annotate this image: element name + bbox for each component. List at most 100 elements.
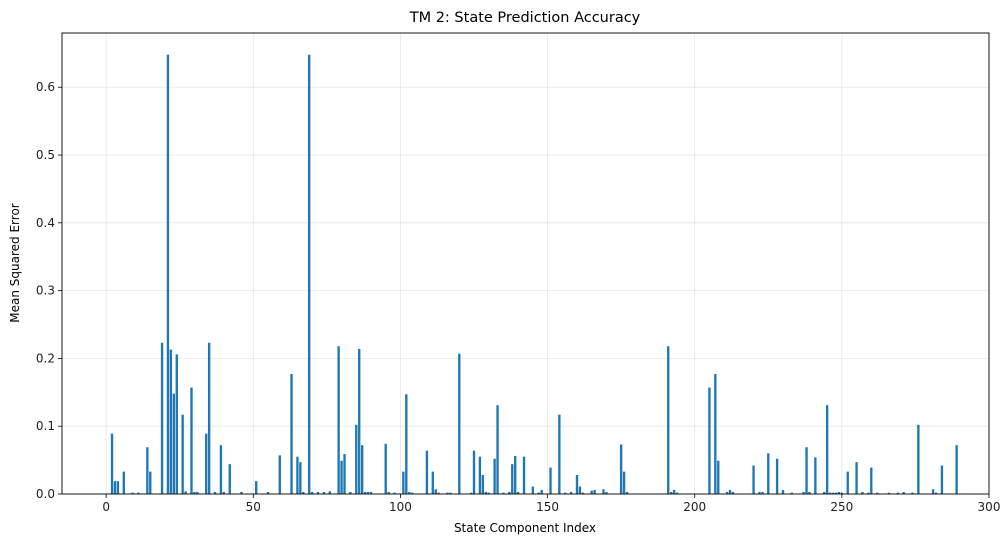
bar [622,471,626,494]
bar [207,342,211,494]
bar [278,455,281,494]
bar [458,353,461,494]
x-axis-title: State Component Index [454,521,596,535]
bar [870,467,873,494]
bar [213,491,217,494]
bar [369,491,373,494]
bar [911,492,914,494]
bar [181,414,184,494]
bar [825,405,829,494]
bar [402,471,405,494]
bar [110,433,114,494]
bar [667,346,670,494]
bar [484,491,487,494]
bars [110,54,958,494]
bar [411,492,414,494]
bar [222,491,226,494]
bar [887,492,891,494]
bar [767,453,770,494]
bar [605,491,608,494]
bar [205,433,208,494]
bar [266,491,270,494]
bar [175,354,178,494]
bar [472,450,476,494]
bar [437,492,440,494]
bar [752,465,755,494]
bar [931,489,935,494]
bar [172,393,176,494]
bar [575,475,579,494]
bar [487,492,490,494]
bar [593,489,596,494]
bar [672,489,676,494]
bar [316,491,320,494]
bar [540,489,543,494]
bar [578,486,582,494]
bar [193,491,196,494]
bar [955,445,958,494]
y-tick-label: 0.1 [36,419,55,433]
bar [160,342,164,494]
bar [322,491,326,494]
bar [113,481,117,494]
bar [581,492,585,494]
bar [296,456,299,494]
bar [469,492,473,494]
bar [502,492,505,494]
bar [190,387,193,494]
bar [302,491,305,494]
bar [149,471,152,494]
bar [805,447,808,494]
bar [775,458,779,494]
y-tick-label: 0.4 [36,216,55,230]
bar [393,492,396,494]
bar [337,346,340,494]
bar [758,491,761,494]
y-axis-title: Mean Squared Error [8,203,22,323]
bar [781,489,785,494]
bar [137,492,140,494]
y-tick-label: 0.0 [36,487,55,501]
bar [917,424,920,494]
bar [731,491,735,494]
x-tick-label: 0 [102,500,110,514]
bar [310,491,314,494]
plot-frame [61,32,990,495]
bar [669,491,673,494]
bar [358,348,361,494]
bar [478,456,482,494]
bar [496,405,499,494]
y-tick-label: 0.2 [36,351,55,365]
bar [363,491,367,494]
bar [708,387,711,494]
bar [240,491,243,494]
bar [228,464,231,494]
x-axis: 0 50 100 150 200 250 300 [102,494,1000,514]
bar [328,491,331,494]
bar [717,460,720,494]
bar [299,462,302,494]
bar [761,491,764,494]
bar [349,491,352,494]
chart-title: TM 2: State Prediction Accuracy [409,10,641,26]
bar [714,374,717,494]
bar [549,467,552,494]
bar [169,349,173,494]
bar [116,481,120,494]
bar [355,424,358,494]
bar [625,491,629,494]
bar [531,486,535,494]
bar [675,492,679,494]
bar [511,464,514,494]
bar [564,492,567,494]
y-tick-label: 0.3 [36,284,55,298]
bar [366,491,370,494]
bar [290,374,293,494]
bar [446,492,449,494]
grid-lines [62,33,990,495]
bar [725,491,729,494]
bar [814,457,817,494]
y-tick-label: 0.5 [36,148,55,162]
bar [837,491,841,494]
